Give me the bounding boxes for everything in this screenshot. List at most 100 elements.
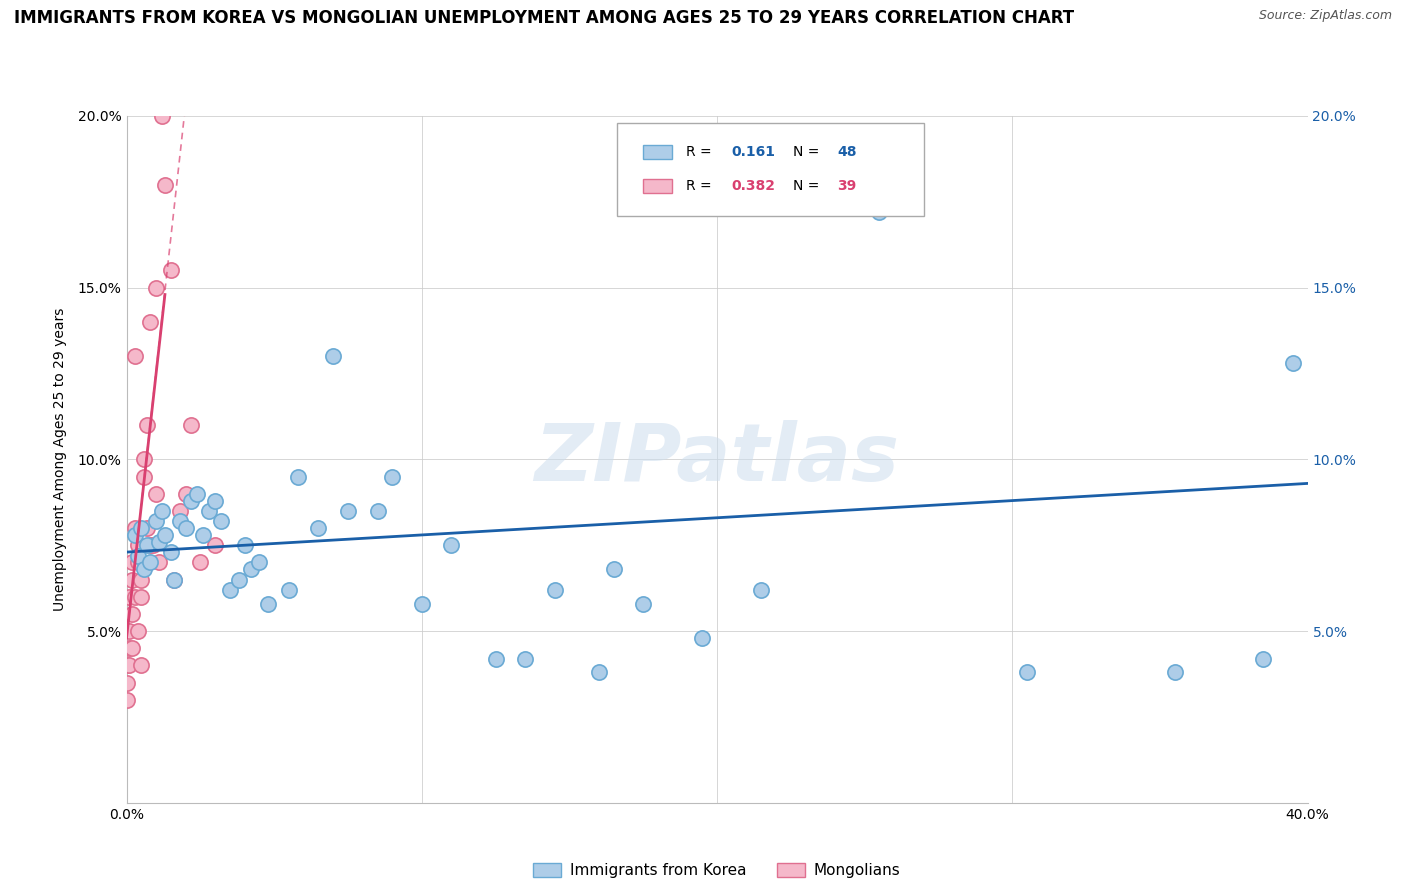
Point <box>139 538 162 552</box>
Point <box>124 528 146 542</box>
Point <box>411 597 433 611</box>
Point <box>1164 665 1187 680</box>
Point <box>278 582 301 597</box>
Text: N =: N = <box>793 145 824 159</box>
FancyBboxPatch shape <box>617 123 924 216</box>
Point <box>193 528 215 542</box>
Point <box>484 651 508 665</box>
Point <box>163 573 186 587</box>
Point <box>148 555 170 570</box>
Point <box>150 504 173 518</box>
Point <box>366 504 388 518</box>
Point <box>219 582 242 597</box>
Point <box>169 514 191 528</box>
Point <box>174 521 197 535</box>
Point <box>1282 356 1305 370</box>
Point <box>136 418 159 433</box>
Point <box>118 590 141 604</box>
Point <box>129 590 153 604</box>
Point <box>204 538 226 552</box>
Text: R =: R = <box>686 145 716 159</box>
Point <box>139 555 162 570</box>
Point <box>136 521 159 535</box>
Point <box>228 573 250 587</box>
Text: N =: N = <box>793 179 824 193</box>
Text: 39: 39 <box>838 179 856 193</box>
Point <box>121 607 143 621</box>
Point <box>159 263 183 277</box>
Point <box>121 641 143 656</box>
Point <box>118 641 141 656</box>
Point <box>139 315 162 329</box>
Point <box>127 549 149 563</box>
Point <box>180 418 202 433</box>
Point <box>163 573 186 587</box>
Point <box>127 538 149 552</box>
FancyBboxPatch shape <box>643 145 672 159</box>
Point <box>129 521 153 535</box>
Point <box>129 573 153 587</box>
Point <box>127 555 149 570</box>
Point <box>124 350 146 364</box>
Point <box>1017 665 1039 680</box>
Point <box>204 493 226 508</box>
Legend: Immigrants from Korea, Mongolians: Immigrants from Korea, Mongolians <box>527 856 907 885</box>
Point <box>118 624 141 639</box>
Point <box>257 597 280 611</box>
Point <box>148 534 170 549</box>
Point <box>129 658 153 673</box>
Point <box>121 555 143 570</box>
Point <box>631 597 654 611</box>
Point <box>145 281 167 295</box>
Text: 0.161: 0.161 <box>731 145 775 159</box>
Point <box>134 452 156 467</box>
Point <box>239 562 262 576</box>
Point <box>180 493 202 508</box>
Text: R =: R = <box>686 179 716 193</box>
Y-axis label: Unemployment Among Ages 25 to 29 years: Unemployment Among Ages 25 to 29 years <box>52 308 66 611</box>
Point <box>186 487 208 501</box>
Point <box>127 624 149 639</box>
Point <box>751 582 773 597</box>
Text: 0.382: 0.382 <box>731 179 775 193</box>
Point <box>134 562 156 576</box>
Point <box>136 538 159 552</box>
Point <box>287 469 309 483</box>
Text: IMMIGRANTS FROM KOREA VS MONGOLIAN UNEMPLOYMENT AMONG AGES 25 TO 29 YEARS CORREL: IMMIGRANTS FROM KOREA VS MONGOLIAN UNEMP… <box>14 9 1074 27</box>
Point <box>247 555 270 570</box>
Point <box>198 504 221 518</box>
Point <box>169 504 191 518</box>
Point <box>603 562 626 576</box>
Text: ZIPatlas: ZIPatlas <box>534 420 900 499</box>
Point <box>337 504 360 518</box>
Point <box>150 109 173 123</box>
Point <box>209 514 232 528</box>
Point <box>115 658 138 673</box>
FancyBboxPatch shape <box>643 179 672 193</box>
Text: Source: ZipAtlas.com: Source: ZipAtlas.com <box>1258 9 1392 22</box>
Point <box>381 469 404 483</box>
Point <box>188 555 211 570</box>
Point <box>690 631 713 645</box>
Point <box>134 469 156 483</box>
Point <box>515 651 537 665</box>
Point <box>145 487 167 501</box>
Point <box>142 538 165 552</box>
Point <box>307 521 329 535</box>
Point <box>233 538 256 552</box>
Point <box>1251 651 1274 665</box>
Point <box>118 658 141 673</box>
Point <box>153 178 176 192</box>
Point <box>174 487 197 501</box>
Point <box>121 573 143 587</box>
Point <box>124 521 146 535</box>
Point <box>145 514 167 528</box>
Text: 48: 48 <box>838 145 858 159</box>
Point <box>153 528 176 542</box>
Point <box>588 665 610 680</box>
Point <box>440 538 463 552</box>
Point <box>869 205 891 219</box>
Point <box>124 590 146 604</box>
Point <box>115 692 138 706</box>
Point <box>322 350 344 364</box>
